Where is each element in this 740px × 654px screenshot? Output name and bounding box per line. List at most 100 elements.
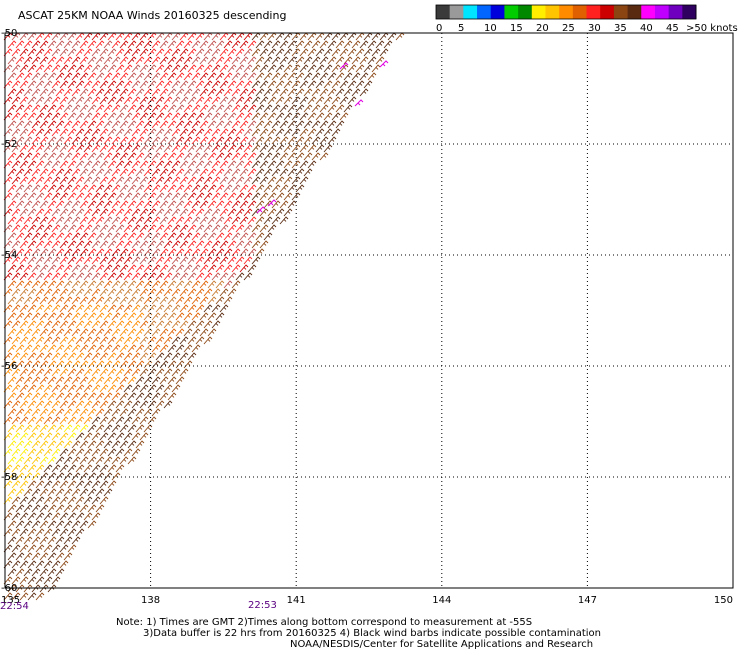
- wind-barb-1765: [51, 464, 61, 473]
- wind-barb-1621: [59, 400, 69, 409]
- wind-barb-588: [315, 128, 325, 137]
- wind-barb-1286: [179, 288, 189, 297]
- wind-barb-517: [87, 120, 97, 129]
- wind-barb-632: [3, 144, 13, 153]
- wind-barb-1430: [11, 336, 21, 345]
- wind-barb-1481: [19, 352, 29, 361]
- wind-barb-551: [19, 128, 29, 137]
- wind-barb-1528: [19, 368, 29, 377]
- wind-barb-485: [171, 112, 181, 121]
- wind-barb-965: [219, 208, 229, 217]
- wind-barb-1586: [123, 384, 133, 393]
- wind-barb-268: [231, 72, 241, 81]
- wind-barb-854: [215, 184, 225, 193]
- wind-barb-606: [127, 136, 137, 145]
- wind-barb-1446: [139, 336, 149, 345]
- wind-barb-799: [75, 176, 85, 185]
- wind-barb-492: [227, 112, 237, 121]
- wind-barb-251: [95, 72, 105, 81]
- wind-barb-918: [135, 200, 145, 209]
- wind-barb-410: [267, 96, 277, 105]
- wind-barb-591: [7, 136, 17, 145]
- wind-barb-741: [227, 160, 237, 169]
- wind-barb-815: [203, 176, 213, 185]
- wind-barb-1824: [75, 496, 85, 505]
- wind-barb-434: [111, 104, 121, 113]
- wind-barb-669: [299, 144, 309, 153]
- wind-barb-555: [51, 128, 61, 137]
- wind-barb-1382: [51, 320, 61, 329]
- wind-barb-1878: [47, 536, 57, 545]
- wind-barb-813: [187, 176, 197, 185]
- wind-barb-1005: [255, 216, 265, 225]
- wind-barb-1291: [219, 288, 229, 297]
- wind-barb-643: [91, 144, 101, 153]
- wind-barb-1050: [63, 232, 73, 241]
- wind-barb-1373: [199, 312, 209, 321]
- wind-barb-730: [139, 160, 149, 169]
- wind-barb-1170: [235, 256, 245, 265]
- wind-barb-845: [143, 184, 153, 193]
- wind-barb-1222: [147, 272, 157, 281]
- wind-barb-1172: [251, 256, 261, 265]
- wind-barb-1210: [51, 272, 61, 281]
- wind-barb-1132: [191, 248, 201, 257]
- wind-barb-134: [291, 48, 301, 57]
- wind-barb-1389: [107, 320, 117, 329]
- wind-barb-1702: [91, 432, 101, 441]
- wind-barb-1383: [59, 320, 69, 329]
- wind-barb-1051: [71, 232, 81, 241]
- wind-barb-376: [359, 88, 369, 97]
- wind-barb-751: [307, 160, 317, 169]
- wind-barb-1093: [139, 240, 149, 249]
- wind-barb-1686: [111, 424, 121, 433]
- wind-barb-1471: [135, 344, 145, 353]
- wind-barb-987: [111, 216, 121, 225]
- wind-barb-1470: [127, 344, 137, 353]
- wind-barb-1219: [123, 272, 133, 281]
- wind-barb-631: [327, 136, 337, 145]
- wind-barb-40: [323, 32, 333, 41]
- wind-barb-1390: [115, 320, 125, 329]
- wind-barb-769: [143, 168, 153, 177]
- wind-barb-196: [27, 64, 37, 73]
- wind-barb-1715: [55, 440, 65, 449]
- wind-barb-998: [199, 216, 209, 225]
- wind-barb-1487: [67, 352, 77, 361]
- wind-barb-448: [223, 104, 233, 113]
- wind-barb-576: [219, 128, 229, 137]
- wind-barb-354: [183, 88, 193, 97]
- wind-barb-1508: [47, 360, 57, 369]
- wind-barb-1869: [51, 528, 61, 537]
- wind-barb-1403: [7, 328, 17, 337]
- wind-barb-1233: [235, 272, 245, 281]
- wind-barb-1914: [3, 576, 13, 585]
- wind-barb-1252: [143, 280, 153, 289]
- wind-barb-1426: [191, 328, 201, 337]
- wind-barb-579: [243, 128, 253, 137]
- wind-barb-421: [7, 104, 17, 113]
- wind-barb-1645: [87, 408, 97, 417]
- wind-barb-673: [7, 152, 17, 161]
- wind-barb-862: [279, 184, 289, 193]
- wind-barb-1493: [115, 352, 125, 361]
- wind-barb-907: [47, 200, 57, 209]
- colorbar-label-9: 45: [666, 23, 679, 34]
- wind-barb-518: [95, 120, 105, 129]
- wind-barb-20: [163, 32, 173, 41]
- wind-barb-1299: [55, 296, 65, 305]
- wind-barb-413: [291, 96, 301, 105]
- wind-barb-1737: [91, 448, 101, 457]
- wind-barb-1109: [7, 248, 17, 257]
- wind-barb-1090: [115, 240, 125, 249]
- wind-barb-1750: [63, 456, 73, 465]
- wind-barb-836: [71, 184, 81, 193]
- wind-barb-1091: [123, 240, 133, 249]
- wind-barb-1275: [91, 288, 101, 297]
- wind-barb-1231: [219, 272, 229, 281]
- wind-barb-128: [243, 48, 253, 57]
- wind-barb-1527: [11, 368, 21, 377]
- wind-barb-559: [83, 128, 93, 137]
- wind-barb-468: [35, 112, 45, 121]
- wind-barb-1047: [39, 232, 49, 241]
